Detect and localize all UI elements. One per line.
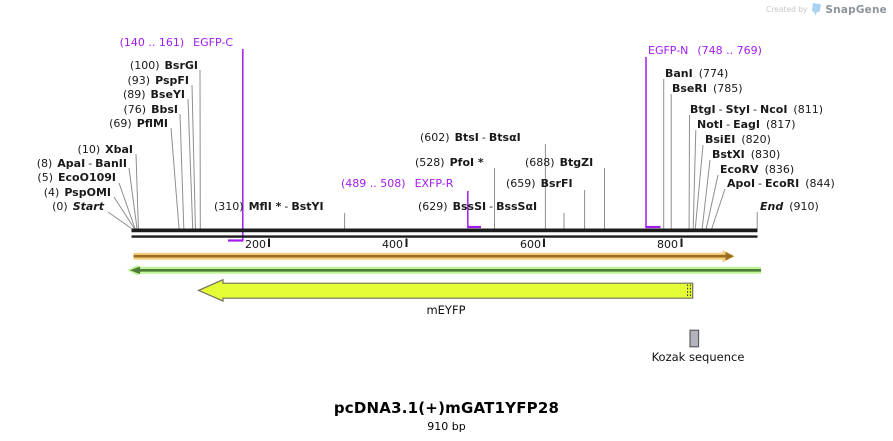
ruler-label-600: 600	[520, 238, 541, 251]
site-label-btgzi: (688) BtgZI	[525, 156, 594, 169]
primer-label-egfp-c: (140 .. 161) EGFP-C	[120, 36, 233, 49]
feature-label-kozak: Kozak sequence	[651, 350, 745, 364]
site-label-pspfi: (93) PspFI	[127, 74, 190, 87]
feature-arrow-green	[127, 264, 761, 276]
primer-label-exfp-r: (489 .. 508) EXFP-R	[341, 177, 453, 190]
site-label-ecoo109i: (5) EcoO109I	[37, 171, 116, 184]
ruler-label-800: 800	[657, 238, 678, 251]
site-label-xbai: (10) XbaI	[77, 143, 133, 156]
site-label-bsiei: BsiEI (820)	[705, 133, 771, 146]
sequence-bar	[131, 228, 758, 238]
primer-range: (140 .. 161)	[119, 36, 185, 49]
kozak-box	[689, 329, 700, 348]
site-label-end: End (910)	[760, 200, 819, 213]
primer-range: (489 .. 508)	[341, 177, 406, 190]
site-label-bani: BanI (774)	[665, 67, 729, 80]
watermark-prefix: Created by	[766, 5, 808, 14]
site-label-bsrfi: (659) BsrFI	[506, 177, 573, 190]
site-label-mfli-bstyi: (310) MflI * - BstYI	[214, 200, 324, 213]
primer-name: EXFP-R	[414, 177, 454, 190]
feature-arrow-orange	[133, 250, 735, 263]
site-label-bseri: BseRI (785)	[672, 82, 743, 95]
site-label-start: (0) Start	[52, 200, 104, 213]
site-label-pflmi: (69) PflMI	[109, 117, 168, 130]
site-label-apoi-ecori: ApoI - EcoRI (844)	[727, 177, 835, 190]
watermark: Created by SnapGene	[766, 3, 887, 16]
site-label-bsssi: (629) BssSI - BssSαI	[418, 200, 538, 213]
ruler-ticks	[268, 238, 683, 247]
primer-name: EGFP-C	[193, 36, 233, 49]
site-label-btsi: (602) BtsI - BtsαI	[420, 131, 521, 144]
site-label-apai-banii: (8) ApaI - BanII	[36, 157, 127, 170]
site-label-pspomi: (4) PspOMI	[43, 186, 111, 199]
site-connector-lines	[107, 69, 758, 229]
ruler-label-400: 400	[382, 238, 403, 251]
site-label-btgi-styi-ncoi: BtgI - StyI - NcoI (811)	[690, 103, 824, 116]
site-label-bbsi: (76) BbsI	[123, 103, 179, 116]
primer-name: EGFP-N	[648, 44, 689, 57]
primer-label-egfp-n: EGFP-N (748 .. 769)	[648, 44, 762, 57]
plasmid-name: pcDNA3.1(+)mGAT1YFP28	[333, 399, 560, 417]
ruler-label-200: 200	[245, 238, 266, 251]
watermark-brand: SnapGene	[825, 3, 887, 16]
feature-label-meyfp: mEYFP	[426, 303, 466, 317]
map-title-block: pcDNA3.1(+)mGAT1YFP28 910 bp	[0, 399, 893, 433]
plasmid-size: 910 bp	[427, 420, 466, 433]
site-label-bstxi: BstXI (830)	[712, 148, 781, 161]
site-label-bseyi: (89) BseYI	[122, 88, 185, 101]
primer-annotation-lines	[228, 49, 661, 242]
site-label-noti-eagi: NotI - EagI (817)	[697, 118, 796, 131]
primer-range: (748 .. 769)	[697, 44, 762, 57]
snapgene-logo-icon	[811, 3, 822, 16]
site-label-ecorv: EcoRV (836)	[720, 163, 795, 176]
site-label-bsrgi: (100) BsrGI	[129, 59, 198, 72]
feature-arrow-meyfp	[197, 278, 694, 303]
site-label-pfoi: (528) PfoI *	[415, 156, 484, 169]
